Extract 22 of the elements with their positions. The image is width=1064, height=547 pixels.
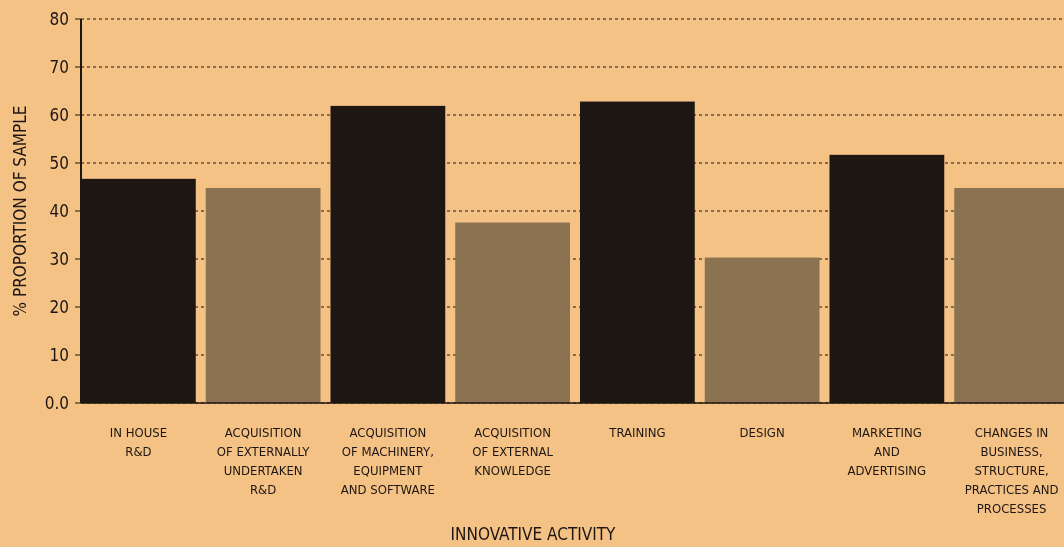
x-tick-label: DESIGN: [739, 425, 785, 440]
x-tick-label: IN HOUSE R&D: [109, 425, 168, 459]
x-axis-title: INNOVATIVE ACTIVITY: [450, 524, 617, 544]
y-tick-label: 10: [49, 344, 69, 365]
x-tick-label: ACQUISITION OF EXTERNALLY UNDERTAKEN R&D: [216, 425, 311, 497]
y-tick-label: 30: [49, 248, 69, 269]
y-tick-label: 40: [49, 200, 69, 221]
bar: [205, 187, 321, 403]
y-tick-label: 60: [49, 104, 69, 125]
x-tick-label: MARKETING AND ADVERTISING: [847, 425, 927, 478]
y-axis-title: % PROPORTION OF SAMPLE: [10, 105, 30, 317]
y-tick-label: 0.0: [44, 392, 69, 413]
y-tick-label: 20: [49, 296, 69, 317]
x-tick-label: TRAINING: [608, 425, 666, 440]
y-tick-label: 80: [49, 8, 69, 29]
y-tick-label: 50: [49, 152, 69, 173]
x-tick-label: ACQUISITION OF EXTERNAL KNOWLEDGE: [472, 425, 554, 478]
x-tick-label: ACQUISITION OF MACHINERY, EQUIPMENT AND SOFTWARE: [340, 425, 435, 497]
bar: [704, 257, 820, 403]
x-tick-label: CHANGES IN BUSINESS, STRUCTURE, PRACTICES AND PROCESSES: [964, 425, 1059, 516]
bar: [455, 222, 571, 403]
y-tick-label: 70: [49, 56, 69, 77]
